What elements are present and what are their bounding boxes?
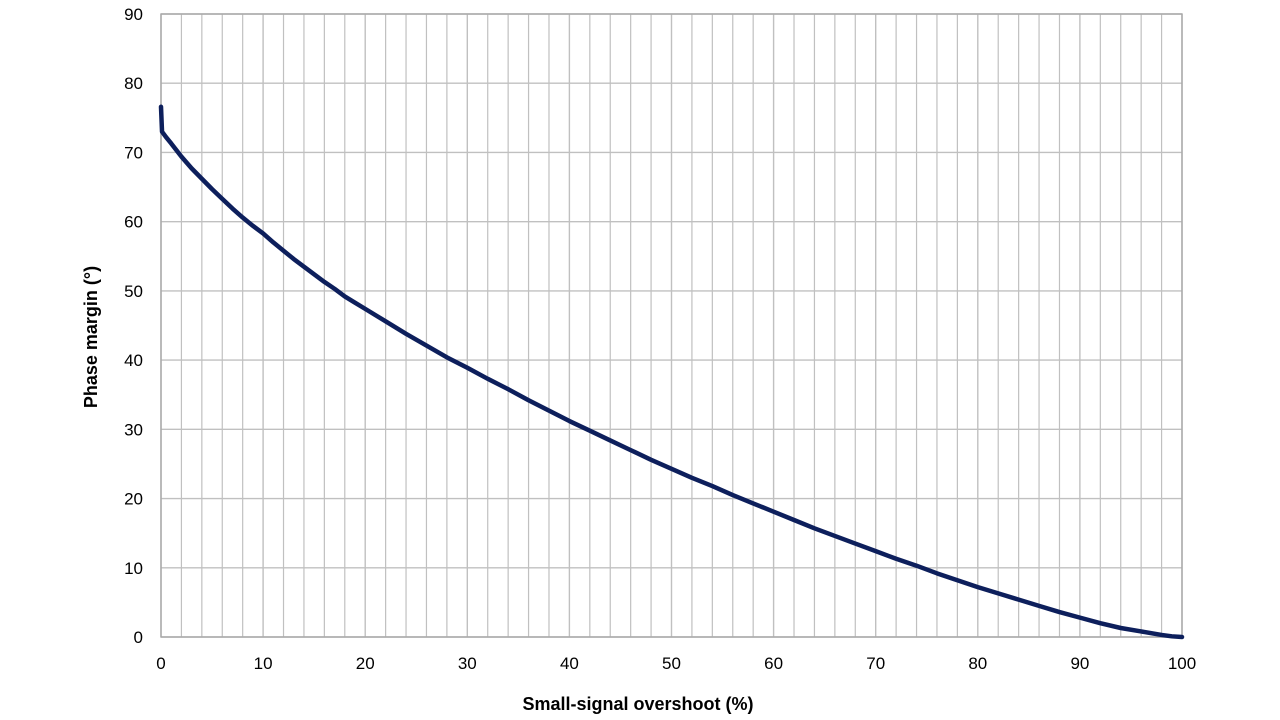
x-tick-label: 40 — [560, 654, 579, 673]
x-tick-label: 10 — [254, 654, 273, 673]
x-axis-title: Small-signal overshoot (%) — [522, 694, 753, 714]
y-tick-label: 60 — [124, 213, 143, 232]
x-tick-label: 50 — [662, 654, 681, 673]
y-tick-label: 80 — [124, 74, 143, 93]
x-tick-label: 0 — [156, 654, 165, 673]
y-tick-label: 30 — [124, 420, 143, 439]
y-axis-title: Phase margin (°) — [81, 266, 101, 408]
y-tick-label: 10 — [124, 559, 143, 578]
series-layer — [158, 104, 1185, 640]
y-tick-label: 40 — [124, 351, 143, 370]
y-tick-label: 20 — [124, 490, 143, 509]
series-line-0 — [158, 104, 1185, 640]
x-tick-label: 100 — [1168, 654, 1196, 673]
x-tick-label: 60 — [764, 654, 783, 673]
y-tick-label: 70 — [124, 143, 143, 162]
y-axis-tick-labels: 0 10 20 30 40 50 60 70 80 90 — [124, 5, 143, 647]
y-tick-label: 0 — [134, 628, 143, 647]
x-tick-label: 70 — [866, 654, 885, 673]
x-tick-label: 20 — [356, 654, 375, 673]
plot-area-frame — [160, 13, 1183, 638]
x-tick-label: 30 — [458, 654, 477, 673]
minor-gridlines — [180, 14, 1163, 637]
x-axis-tick-labels: 0 10 20 30 40 50 60 70 80 90 100 — [156, 654, 1196, 673]
x-tick-label: 90 — [1070, 654, 1089, 673]
major-gridlines — [160, 13, 1183, 638]
y-tick-label: 90 — [124, 5, 143, 24]
y-tick-label: 50 — [124, 282, 143, 301]
x-tick-label: 80 — [968, 654, 987, 673]
plot-border — [160, 13, 1183, 638]
